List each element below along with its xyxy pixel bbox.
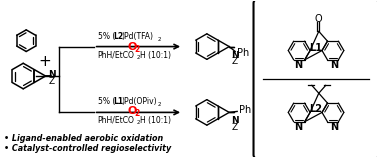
Text: Z: Z [232, 123, 238, 132]
Text: 5% (: 5% ( [98, 32, 115, 41]
Text: N: N [294, 60, 302, 70]
Text: N: N [330, 60, 338, 70]
Text: • Catalyst-controlled regioselectivity: • Catalyst-controlled regioselectivity [5, 144, 172, 153]
Text: )Pd(OPiv): )Pd(OPiv) [121, 97, 157, 106]
Text: L2: L2 [310, 104, 322, 114]
Text: 2: 2 [136, 120, 140, 125]
FancyBboxPatch shape [254, 0, 378, 158]
Text: O: O [127, 42, 137, 52]
Text: 2: 2 [135, 45, 139, 54]
Text: PhH/EtCO: PhH/EtCO [98, 116, 135, 125]
Text: • Ligand-enabled aerobic oxidation: • Ligand-enabled aerobic oxidation [5, 134, 164, 143]
Text: N: N [48, 70, 55, 79]
Text: Z: Z [48, 77, 54, 86]
Text: L2: L2 [113, 32, 124, 41]
Text: Ph: Ph [239, 105, 251, 115]
Text: )Pd(TFA): )Pd(TFA) [121, 32, 153, 41]
Text: N: N [330, 122, 338, 132]
Text: H (10:1): H (10:1) [140, 116, 171, 125]
Text: 2: 2 [135, 109, 139, 118]
Text: Ph: Ph [237, 49, 249, 58]
Text: 2: 2 [157, 102, 161, 106]
Text: H (10:1): H (10:1) [140, 51, 171, 60]
Text: L1: L1 [310, 43, 322, 53]
Text: Z: Z [232, 57, 238, 66]
Text: N: N [294, 122, 302, 132]
Text: 5% (: 5% ( [98, 97, 115, 106]
Text: O: O [315, 14, 322, 24]
Text: 2: 2 [136, 55, 140, 60]
Text: O: O [127, 106, 137, 116]
Text: +: + [39, 54, 51, 69]
Text: N: N [231, 116, 239, 125]
Text: L1: L1 [113, 97, 124, 106]
Text: N: N [231, 51, 239, 60]
Text: PhH/EtCO: PhH/EtCO [98, 51, 135, 60]
Text: 2: 2 [157, 37, 161, 42]
